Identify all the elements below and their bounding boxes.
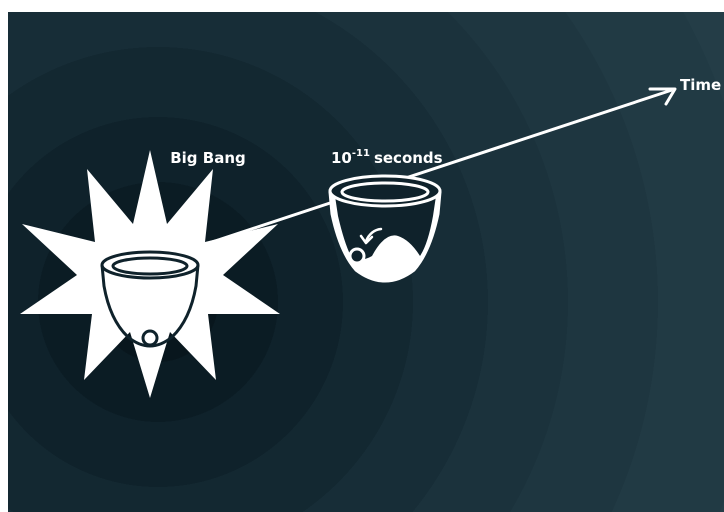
later-time-base: 10 <box>331 149 352 167</box>
early-ball-icon <box>141 329 159 347</box>
big-bang-label: Big Bang <box>170 149 246 167</box>
later-cup-icon <box>328 174 442 283</box>
curved-arrow-icon <box>364 227 383 243</box>
time-axis-label: Time <box>680 76 721 94</box>
curved-arrow-head-icon <box>359 234 374 245</box>
later-time-exponent: -11 <box>352 148 370 159</box>
later-ball-icon <box>348 247 366 265</box>
time-axis-line <box>199 88 673 248</box>
time-arrow-head-icon <box>648 87 677 106</box>
later-time-unit: seconds <box>374 149 443 167</box>
later-time-label: 10-11 seconds <box>331 148 443 167</box>
